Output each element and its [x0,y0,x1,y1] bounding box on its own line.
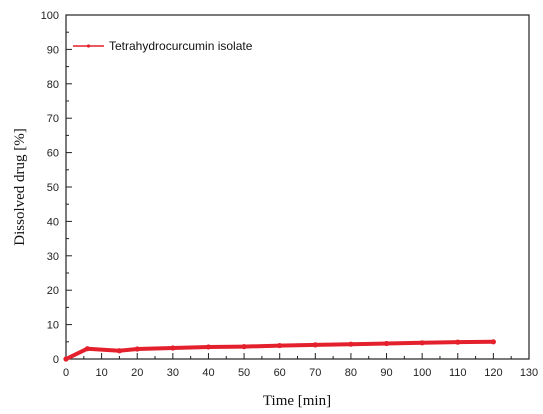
data-point [241,344,247,350]
x-tick-label: 120 [484,367,502,379]
y-tick-label: 50 [47,182,59,194]
x-tick-label: 0 [63,367,69,379]
data-point [170,345,176,351]
data-point [383,340,390,347]
x-tick-label: 30 [167,367,179,379]
x-axis-title: Time [min] [263,393,331,409]
x-tick-label: 70 [309,367,321,379]
y-axis-title: Dissolved drug [%] [12,128,28,245]
data-point [134,346,140,352]
y-tick-label: 30 [47,251,59,263]
y-tick-label: 20 [47,285,59,297]
y-tick-label: 90 [47,44,59,56]
series-line [64,339,496,361]
data-point [455,339,461,345]
data-point [277,342,283,349]
data-point [116,348,123,354]
x-axis-ticks: 0 10 20 30 40 50 60 70 80 90 100 110 120 130 [63,353,538,379]
y-tick-label: 0 [53,354,59,366]
data-point [348,341,354,347]
x-tick-label: 130 [520,367,538,379]
series-layer [63,339,496,362]
data-point [205,344,212,350]
y-tick-label: 10 [47,320,59,332]
y-tick-label: 60 [47,148,59,160]
y-tick-label: 70 [47,113,59,125]
y-tick-label: 100 [41,10,59,22]
x-tick-label: 10 [95,367,107,379]
y-tick-label: 40 [47,216,59,228]
data-point [490,339,496,345]
data-point [312,342,318,348]
plot-area-frame [65,14,530,360]
y-tick-label: 80 [47,79,59,91]
x-tick-label: 100 [413,367,431,379]
x-tick-label: 60 [274,367,286,379]
data-point [84,346,90,352]
x-tick-label: 110 [449,367,467,379]
x-tick-label: 80 [345,367,357,379]
legend-marker [86,44,91,48]
legend-label: Tetrahydrocurcumin isolate [109,39,253,53]
x-tick-label: 90 [380,367,392,379]
legend: Tetrahydrocurcumin isolate [73,39,253,53]
x-tick-label: 50 [238,367,250,379]
x-tick-label: 40 [202,367,214,379]
x-tick-label: 20 [131,367,143,379]
data-point [419,340,425,346]
y-axis-ticks: 0 10 20 30 40 50 60 70 80 90 100 [41,10,72,366]
data-point [63,356,69,362]
